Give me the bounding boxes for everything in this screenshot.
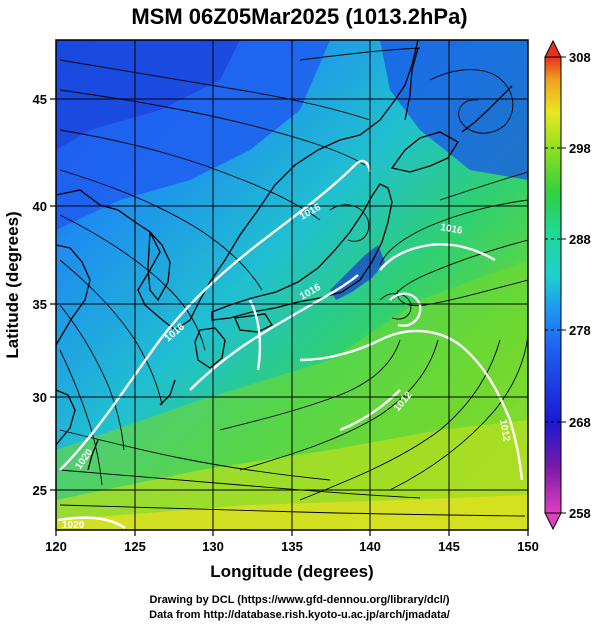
y-tick-label: 45	[33, 92, 47, 107]
colorbar-label: 298	[569, 141, 591, 156]
contour-label: 1020	[62, 520, 85, 531]
colorbar-label: 268	[569, 415, 591, 430]
contour-label: 1012	[497, 419, 512, 443]
credit-line-dcl: Drawing by DCL (https://www.gfd-dennou.o…	[149, 594, 450, 606]
x-tick-label: 120	[45, 539, 67, 554]
contour-label: 1016	[439, 222, 463, 237]
colorbar-ticks	[561, 56, 566, 514]
x-tick-labels: 120 125 130 135 140 145 150	[45, 539, 539, 554]
colorbar-label: 308	[569, 50, 591, 65]
colorbar-label: 258	[569, 506, 591, 521]
x-tick-label: 150	[517, 539, 539, 554]
y-tick-labels: 25 30 35 40 45	[33, 92, 47, 498]
x-axis-label: Longitude (degrees)	[210, 562, 373, 581]
y-tick-label: 35	[33, 297, 47, 312]
x-tick-label: 140	[359, 539, 381, 554]
colorbar-min-arrow	[544, 512, 562, 531]
colorbar-labels: 308 298 288 278 268 258	[569, 50, 591, 521]
y-tick-label: 25	[33, 483, 47, 498]
x-tick-label: 135	[281, 539, 303, 554]
pressure-contours	[57, 159, 524, 530]
colorbar-max-arrow	[544, 39, 562, 58]
y-tick-label: 40	[33, 199, 47, 214]
colorbar-gradient	[544, 56, 562, 514]
y-axis-label: Latitude (degrees)	[3, 211, 22, 358]
credit-line-data-source: Data from http://database.rish.kyoto-u.a…	[149, 609, 450, 621]
lat-lon-grid	[56, 40, 528, 530]
colorbar: 308 298 288 278 268 258	[544, 39, 591, 531]
colorbar-dash-lines	[545, 147, 561, 423]
x-tick-label: 130	[202, 539, 224, 554]
tick-marks	[50, 98, 529, 536]
colorbar-label: 278	[569, 323, 591, 338]
colorbar-label: 288	[569, 232, 591, 247]
x-tick-label: 125	[124, 539, 146, 554]
x-tick-label: 145	[438, 539, 460, 554]
chart-title: MSM 06Z05Mar2025 (1013.2hPa)	[131, 4, 468, 29]
y-tick-label: 30	[33, 390, 47, 405]
